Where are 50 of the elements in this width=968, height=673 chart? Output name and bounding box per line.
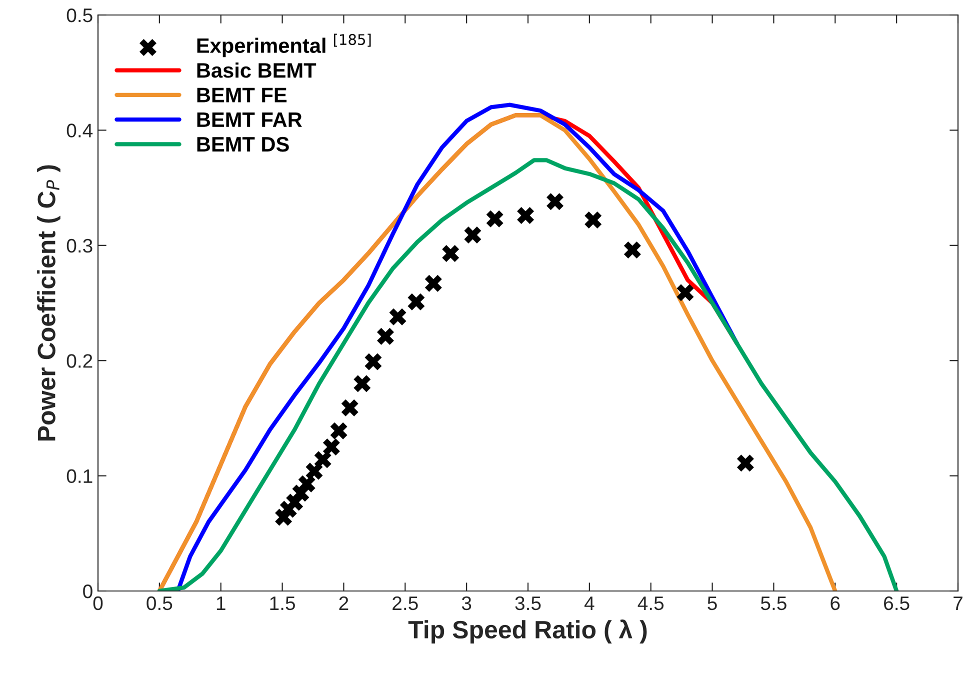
point xyxy=(376,328,394,345)
point xyxy=(736,454,754,472)
point xyxy=(364,353,382,370)
point xyxy=(306,462,323,480)
x-tick-label: 3 xyxy=(462,596,472,610)
point xyxy=(546,193,564,210)
y-tick-label: 0.3 xyxy=(66,238,92,253)
y-tick-label: 0 xyxy=(83,584,92,598)
x-tick-label: 5 xyxy=(708,596,717,610)
point xyxy=(341,399,358,416)
y-tick-label: 0.1 xyxy=(66,469,92,484)
legend-label: BEMT DS xyxy=(197,136,289,152)
point xyxy=(624,242,641,259)
point xyxy=(424,274,442,292)
line-series xyxy=(157,158,899,591)
x-tick-label: 3.5 xyxy=(515,596,541,610)
x-tick-label: 6.5 xyxy=(884,596,910,610)
y-tick-label: 0.2 xyxy=(66,354,92,368)
legend-label: BEMT FAR xyxy=(197,112,302,127)
legend-label: Experimental $^{[185]}$ xyxy=(197,34,371,58)
point xyxy=(330,422,348,440)
point xyxy=(464,226,482,244)
x-tick-label: 6 xyxy=(830,596,840,610)
point xyxy=(486,210,504,228)
y-axis-title: Power Coefficient ( C$_{P}$ ) xyxy=(37,165,60,440)
point xyxy=(584,212,602,229)
legend-label: Basic BEMT xyxy=(197,62,316,78)
x-axis-title: Tip Speed Ratio ( λ ) xyxy=(408,620,647,644)
x-tick-label: 4 xyxy=(584,596,594,610)
x-tick-label: 7 xyxy=(954,596,962,610)
x-tick-label: 4.5 xyxy=(638,596,664,610)
x-tick-label: 2.5 xyxy=(392,596,418,610)
point xyxy=(354,375,371,392)
y-tick-label: 0.4 xyxy=(66,124,93,138)
x-tick-label: 0.5 xyxy=(146,596,172,610)
x-tick-label: 2 xyxy=(339,596,348,610)
point xyxy=(408,293,425,310)
y-tick-label: 0.5 xyxy=(66,8,92,22)
point xyxy=(389,308,406,326)
x-tick-label: 1 xyxy=(216,596,226,610)
point xyxy=(314,451,332,468)
point xyxy=(676,284,694,302)
legend-label: BEMT FE xyxy=(197,88,287,102)
point xyxy=(517,206,534,224)
x-tick-label: 0 xyxy=(93,596,103,610)
point xyxy=(298,475,316,492)
x-tick-label: 5.5 xyxy=(760,596,786,610)
point xyxy=(322,438,340,456)
point xyxy=(442,244,460,262)
x-tick-label: 1.5 xyxy=(270,596,295,610)
